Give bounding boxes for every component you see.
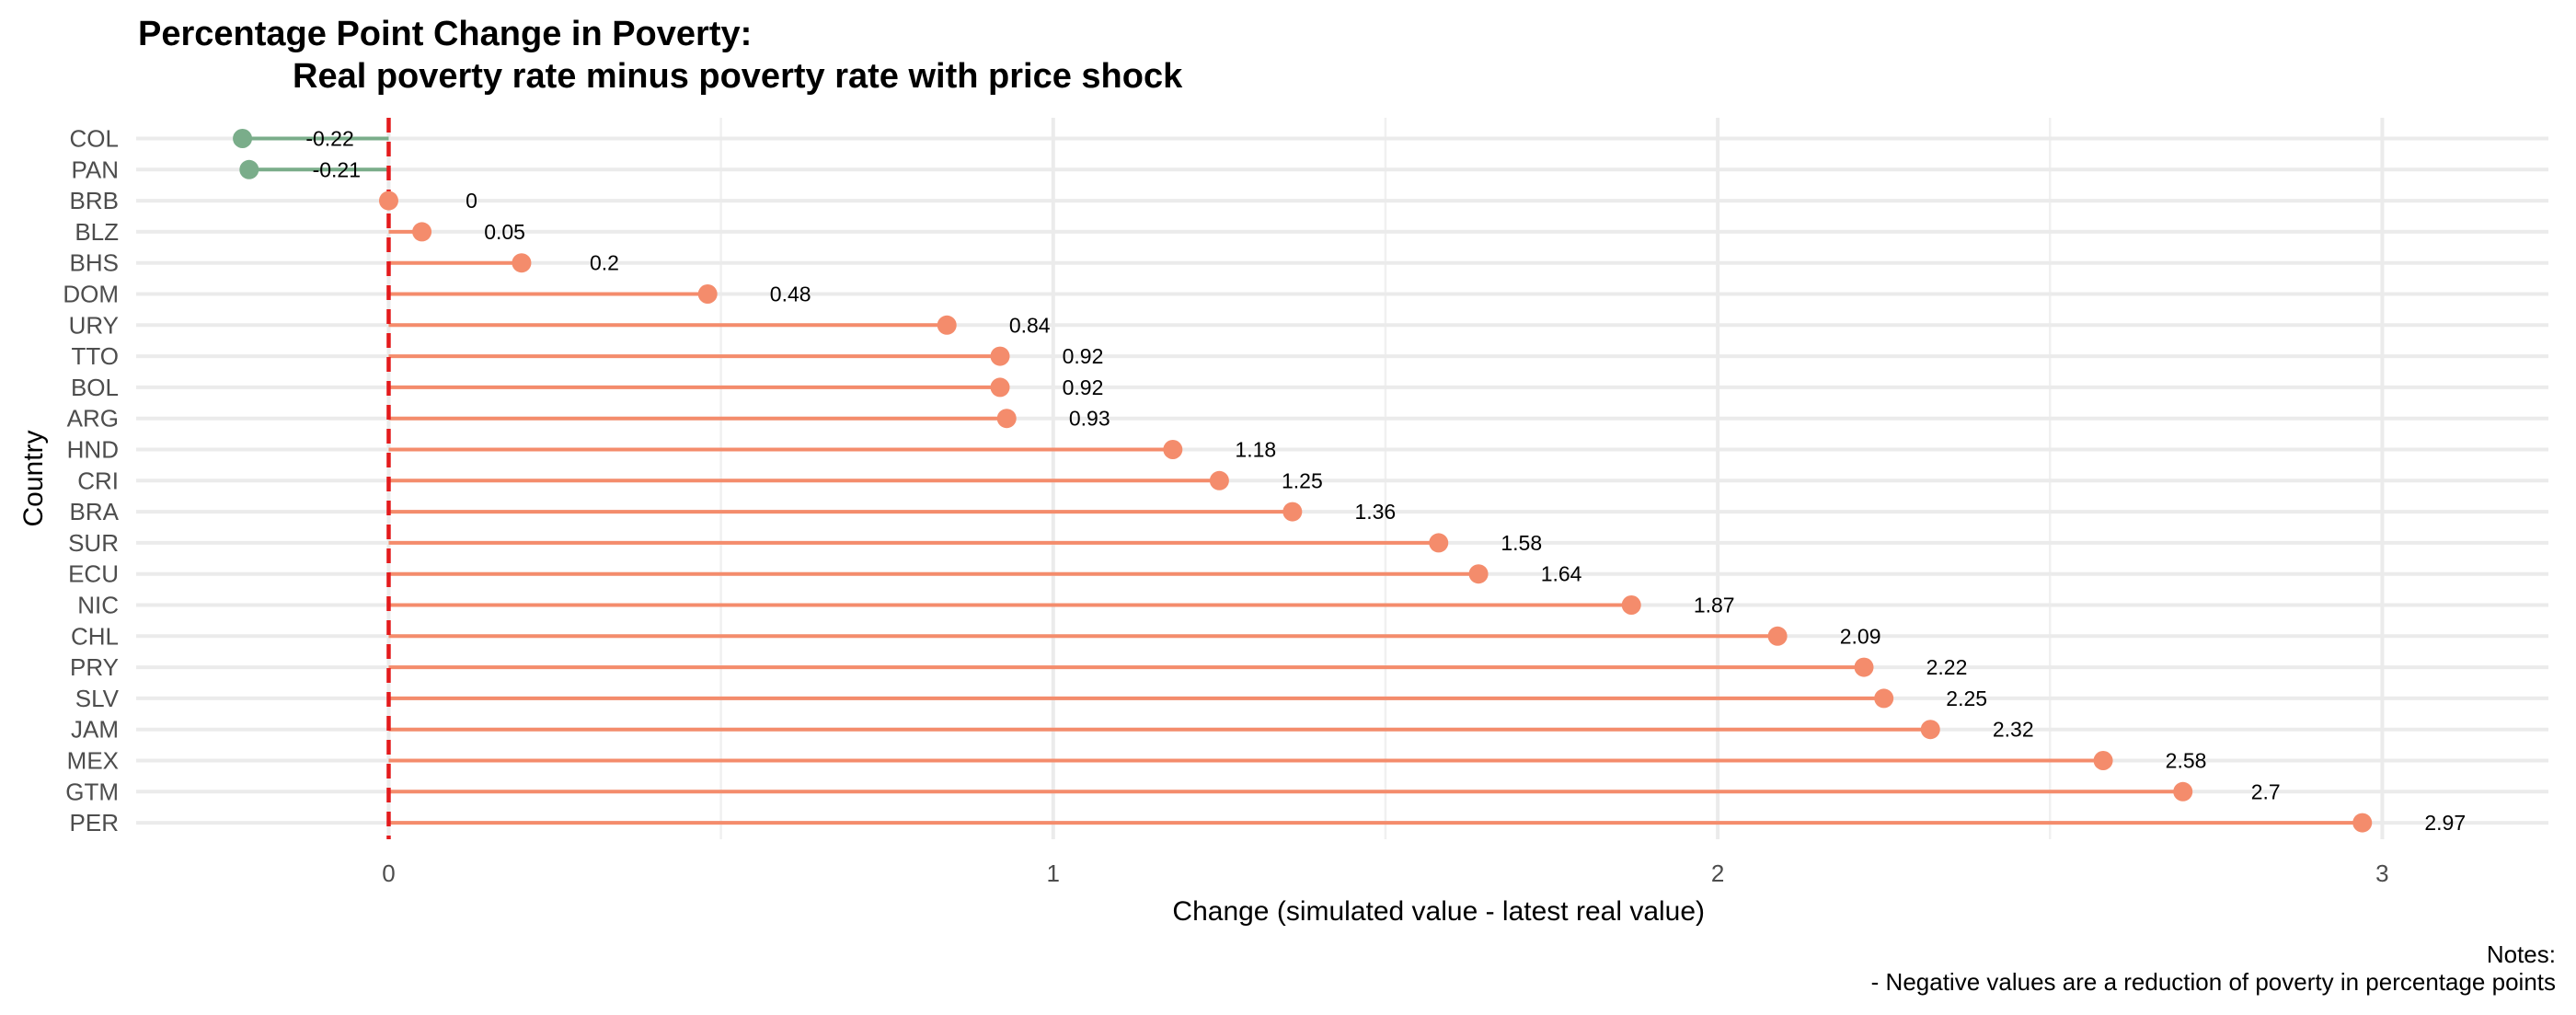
value-label: 0.92 bbox=[1063, 344, 1104, 368]
y-tick-label: BRB bbox=[70, 187, 119, 214]
y-tick-label: PER bbox=[70, 809, 119, 836]
value-label: 0 bbox=[466, 189, 477, 213]
lollipop-point bbox=[1282, 502, 1303, 522]
value-label: 0.93 bbox=[1069, 407, 1110, 431]
lollipop-point bbox=[239, 159, 259, 179]
value-label: 1.36 bbox=[1354, 500, 1396, 524]
lollipop-point bbox=[1209, 470, 1229, 490]
lollipop-point bbox=[1920, 720, 1940, 740]
y-tick-label: CHL bbox=[71, 622, 119, 650]
lollipop-point bbox=[990, 377, 1010, 398]
y-tick-label: BHS bbox=[70, 249, 119, 277]
y-tick-label: MEX bbox=[67, 747, 119, 775]
y-tick-label: BRA bbox=[70, 498, 120, 525]
lollipop-point bbox=[2093, 751, 2113, 770]
value-label: 2.09 bbox=[1840, 624, 1881, 648]
value-label: -0.21 bbox=[313, 157, 361, 181]
y-tick-label: BOL bbox=[71, 374, 119, 401]
y-tick-label: GTM bbox=[65, 778, 119, 805]
lollipop-point bbox=[1621, 595, 1641, 615]
value-label: 0.2 bbox=[590, 251, 619, 275]
x-tick-label: 1 bbox=[1047, 859, 1060, 887]
lollipop-point bbox=[937, 315, 957, 335]
value-label: 2.58 bbox=[2166, 749, 2207, 773]
lollipop-point bbox=[1163, 440, 1183, 459]
y-tick-label: ARG bbox=[67, 405, 119, 433]
y-tick-label: JAM bbox=[71, 716, 119, 744]
x-tick-label: 0 bbox=[382, 859, 395, 887]
lollipop-point bbox=[2173, 781, 2193, 802]
stem-layer bbox=[242, 136, 2363, 825]
value-label: 1.87 bbox=[1694, 594, 1735, 617]
lollipop-point bbox=[412, 222, 432, 242]
lollipop-point bbox=[1874, 688, 1894, 709]
value-label: 0.84 bbox=[1009, 313, 1051, 337]
value-label: 2.25 bbox=[1946, 686, 1987, 710]
y-tick-label: PAN bbox=[71, 156, 119, 183]
y-tick-label: SUR bbox=[68, 529, 119, 557]
value-label: 2.22 bbox=[1926, 655, 1968, 679]
y-tick-label: DOM bbox=[63, 281, 119, 308]
value-label: 1.25 bbox=[1282, 468, 1323, 492]
x-tick-label: 2 bbox=[1711, 859, 1724, 887]
y-tick-label: PRY bbox=[70, 653, 119, 681]
y-tick-label: ECU bbox=[68, 560, 119, 588]
lollipop-point bbox=[1854, 657, 1874, 677]
value-label: 2.7 bbox=[2251, 779, 2281, 803]
lollipop-point bbox=[1429, 533, 1449, 553]
y-tick-label: NIC bbox=[77, 592, 119, 619]
point-layer bbox=[233, 129, 2373, 833]
x-axis-title: Change (simulated value - latest real va… bbox=[1172, 896, 1705, 927]
y-tick-label: TTO bbox=[71, 342, 119, 370]
lollipop-point bbox=[1767, 626, 1788, 646]
y-tick-label: CRI bbox=[77, 467, 119, 494]
label-layer: -0.22 -0.21 0 0.05 0.2 0.48 0.84 0.92 0.92 0.93 1.… bbox=[305, 127, 2466, 836]
lollipop-point bbox=[512, 253, 532, 273]
value-label: 2.97 bbox=[2424, 811, 2466, 835]
y-axis-title: Country bbox=[18, 430, 49, 526]
lollipop-point bbox=[378, 190, 398, 211]
value-label: 0.48 bbox=[770, 283, 811, 306]
chart-title: Percentage Point Change in Poverty: bbox=[138, 15, 753, 53]
axis-layer: COL PAN BRB BLZ BHS DOM URY TTO BOL ARG HND CRI BRA S… bbox=[18, 125, 2389, 928]
y-tick-label: SLV bbox=[75, 685, 120, 712]
lollipop-point bbox=[233, 129, 253, 148]
value-label: 1.58 bbox=[1501, 531, 1542, 555]
notes-text: - Negative values are a reduction of pov… bbox=[1870, 968, 2556, 996]
value-label: 0.92 bbox=[1063, 375, 1104, 399]
lollipop-point bbox=[1468, 564, 1489, 584]
lollipop-point bbox=[2352, 813, 2373, 833]
lollipop-point bbox=[990, 346, 1010, 366]
y-tick-label: URY bbox=[69, 311, 119, 339]
lollipop-point bbox=[697, 284, 718, 304]
value-label: 1.18 bbox=[1235, 438, 1276, 462]
value-label: 1.64 bbox=[1541, 562, 1582, 586]
notes-heading: Notes: bbox=[2486, 940, 2556, 968]
y-tick-label: HND bbox=[67, 436, 119, 464]
x-tick-label: 3 bbox=[2375, 859, 2388, 887]
value-label: 0.05 bbox=[484, 220, 525, 244]
y-tick-label: COL bbox=[70, 125, 119, 153]
lollipop-point bbox=[996, 409, 1017, 429]
value-label: 2.32 bbox=[1993, 718, 2034, 742]
value-label: -0.22 bbox=[305, 127, 353, 151]
chart-subtitle: Real poverty rate minus poverty rate wit… bbox=[293, 57, 1183, 96]
y-tick-label: BLZ bbox=[75, 218, 119, 246]
